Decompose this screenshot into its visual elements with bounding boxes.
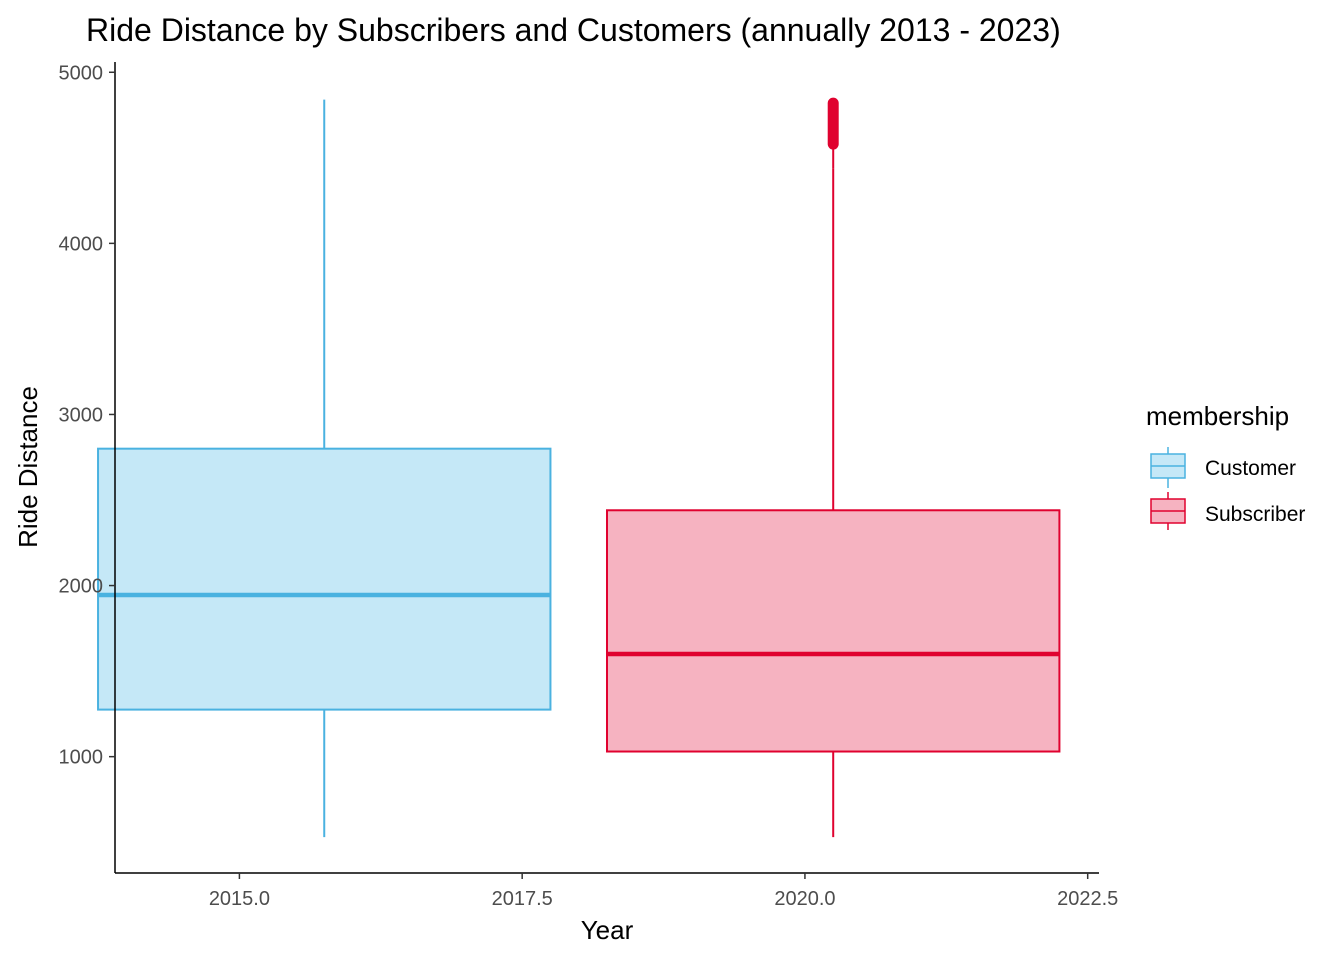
y-tick-label: 1000 — [59, 747, 104, 769]
outliers-subscriber — [827, 97, 839, 150]
legend-label-subscriber: Subscriber — [1205, 503, 1305, 526]
iqr-box-customer — [97, 447, 552, 711]
box-customer — [97, 99, 552, 838]
iqr-box-subscriber — [606, 509, 1061, 753]
legend-item-subscriber: Subscriber — [1150, 492, 1305, 530]
y-tick-label: 4000 — [59, 233, 104, 255]
legend-item-customer: Customer — [1150, 447, 1296, 488]
legend: membership Customer Subscriber — [1146, 401, 1305, 530]
y-tick-label: 3000 — [59, 404, 104, 426]
y-axis-ticks: 1000 2000 3000 4000 5000 — [59, 62, 115, 769]
x-tick-label: 2015.0 — [209, 888, 270, 910]
plot-boxes — [97, 97, 1061, 838]
legend-label-customer: Customer — [1205, 457, 1296, 480]
chart-title: Ride Distance by Subscribers and Custome… — [86, 12, 1061, 48]
x-tick-label: 2020.0 — [774, 888, 835, 910]
y-tick-label: 2000 — [59, 576, 104, 598]
box-subscriber — [606, 97, 1061, 838]
x-tick-label: 2017.5 — [492, 888, 553, 910]
y-axis-title: Ride Distance — [13, 386, 43, 548]
x-axis-title: Year — [581, 915, 634, 945]
x-axis-ticks: 2015.0 2017.5 2020.0 2022.5 — [209, 873, 1118, 910]
x-tick-label: 2022.5 — [1057, 888, 1118, 910]
y-tick-label: 5000 — [59, 62, 104, 84]
legend-title: membership — [1146, 401, 1289, 431]
